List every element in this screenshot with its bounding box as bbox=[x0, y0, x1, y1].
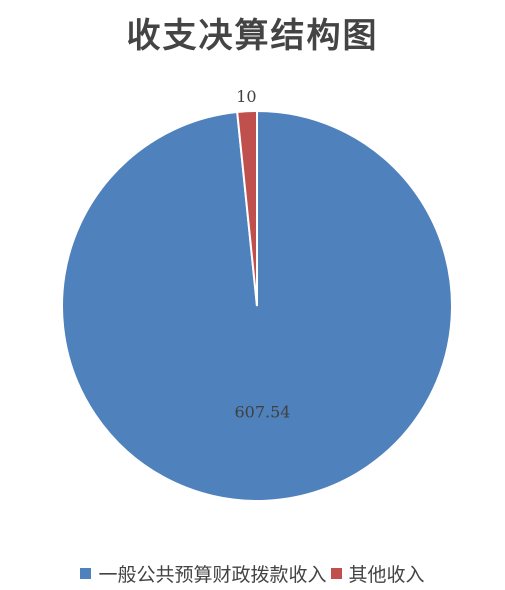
data-label-general-budget: 607.54 bbox=[234, 403, 290, 422]
pie-slice-other-income bbox=[236, 109, 258, 307]
legend-item-general-budget: 一般公共预算财政拨款收入 bbox=[80, 560, 327, 587]
legend-label-other-income: 其他收入 bbox=[348, 564, 425, 586]
legend-item-other-income: 其他收入 bbox=[330, 560, 425, 587]
legend-swatch-general-budget bbox=[80, 568, 92, 579]
data-label-other-income: 10 bbox=[236, 87, 256, 106]
legend: 一般公共预算财政拨款收入 其他收入 bbox=[0, 560, 505, 587]
legend-swatch-other-income bbox=[330, 568, 342, 579]
pie-slices bbox=[61, 109, 453, 502]
pie-data-labels: 607.54 10 bbox=[234, 87, 290, 422]
legend-label-general-budget: 一般公共预算财政拨款收入 bbox=[98, 564, 327, 586]
chart-title: 收支决算结构图 bbox=[126, 16, 379, 56]
